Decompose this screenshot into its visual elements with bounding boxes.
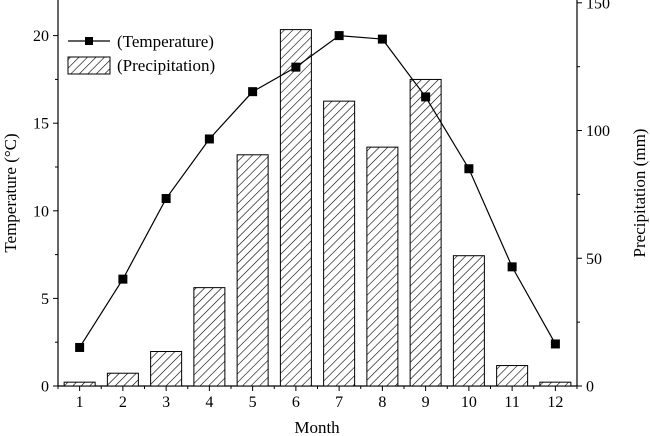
x-tick-label-4: 4: [205, 394, 213, 411]
precipitation-bar-7: [323, 100, 356, 387]
temperature-point-3: [161, 194, 171, 204]
precipitation-bar-11: [496, 365, 529, 387]
x-tick-label-8: 8: [378, 394, 386, 411]
temperature-point-11: [507, 262, 517, 272]
precipitation-bar-9: [409, 78, 442, 387]
precipitation-bar-10: [452, 255, 485, 387]
legend-temperature-marker: [85, 37, 93, 45]
x-axis-ticks: 1 2 3 4 5 6 7 8 9 10 11 12: [57, 386, 578, 411]
precipitation-bar-2: [106, 372, 139, 387]
x-tick-label-1: 1: [76, 394, 84, 411]
left-y-axis-ticks: 0 5 10 15 20: [33, 28, 58, 396]
legend: (Temperature) (Precipitation): [67, 32, 215, 75]
temperature-point-10: [464, 164, 474, 174]
left-y-tick-label-0: 0: [41, 379, 49, 396]
temperature-point-12: [550, 339, 560, 349]
x-tick-label-3: 3: [162, 394, 170, 411]
x-tick-label-11: 11: [504, 394, 519, 411]
x-axis-title: Month: [294, 418, 340, 436]
temperature-point-6: [291, 62, 301, 72]
temperature-series: [75, 31, 560, 352]
left-y-tick-label-20: 20: [33, 28, 49, 45]
left-y-axis-title: Temperature (°C): [1, 133, 20, 252]
x-tick-label-5: 5: [249, 394, 257, 411]
x-tick-label-6: 6: [292, 394, 300, 411]
precipitation-bar-4: [193, 287, 226, 387]
right-y-tick-label-0: 0: [586, 379, 594, 396]
right-y-tick-label-50: 50: [586, 251, 602, 268]
precipitation-bars: [63, 29, 572, 387]
right-y-axis-ticks: 0 50 100 150: [577, 0, 610, 396]
x-tick-label-9: 9: [422, 394, 430, 411]
temperature-point-9: [421, 92, 431, 102]
x-tick-label-12: 12: [547, 394, 563, 411]
temperature-point-4: [204, 134, 214, 144]
x-tick-label-2: 2: [119, 394, 127, 411]
legend-precipitation-label: (Precipitation): [117, 56, 215, 75]
x-tick-label-10: 10: [461, 394, 477, 411]
temperature-point-8: [377, 34, 387, 44]
right-y-axis-title: Precipitation (mm): [630, 129, 649, 258]
left-y-tick-label-10: 10: [33, 203, 49, 220]
precipitation-bar-1: [63, 381, 96, 387]
x-tick-label-7: 7: [335, 394, 343, 411]
left-y-tick-label-15: 15: [33, 116, 49, 133]
temperature-point-2: [118, 274, 128, 284]
precipitation-bar-6: [279, 29, 312, 387]
temperature-point-7: [334, 31, 344, 41]
precipitation-bar-12: [539, 381, 572, 387]
left-y-tick-label-5: 5: [41, 291, 49, 308]
legend-temperature-label: (Temperature): [117, 32, 214, 51]
precipitation-bar-3: [150, 351, 183, 387]
precipitation-bar-5: [236, 154, 269, 387]
precipitation-bar-8: [366, 146, 399, 387]
right-y-tick-label-100: 100: [586, 123, 610, 140]
legend-precipitation-swatch: [67, 56, 111, 75]
temperature-point-5: [248, 87, 258, 97]
temperature-point-1: [75, 342, 85, 352]
temperature-line: [79, 34, 556, 348]
right-y-tick-label-150: 150: [586, 0, 610, 12]
